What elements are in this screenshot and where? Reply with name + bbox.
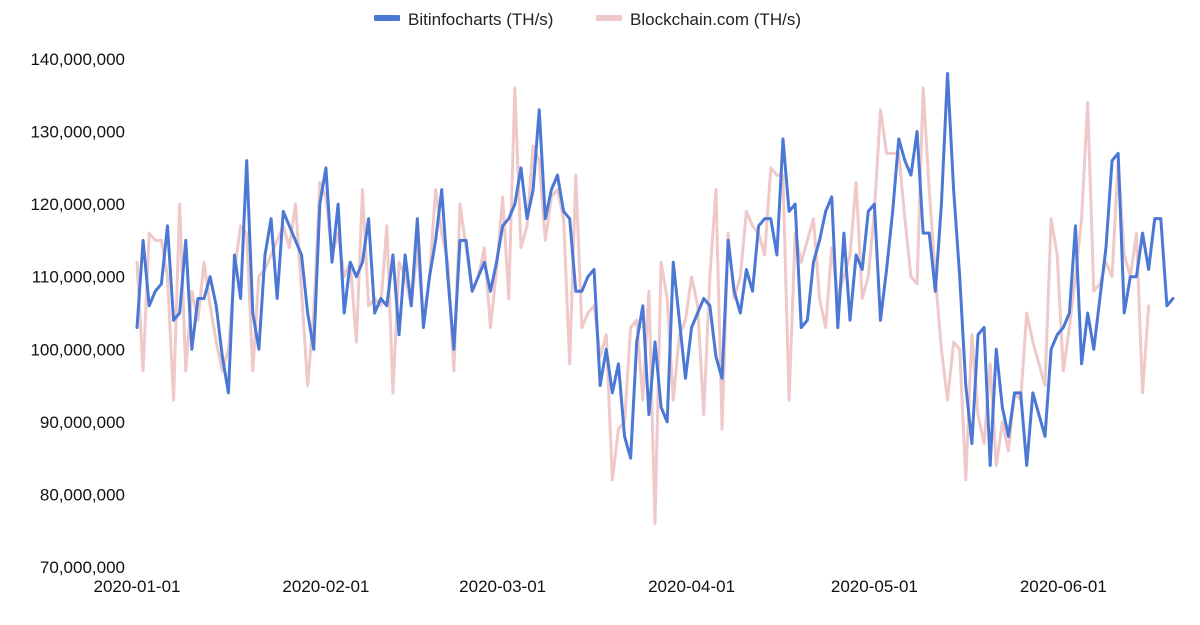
y-tick-label: 100,000,000 xyxy=(30,340,125,359)
legend: Bitinfocharts (TH/s) Blockchain.com (TH/… xyxy=(374,10,801,29)
y-tick-label: 110,000,000 xyxy=(32,268,125,287)
y-axis: 70,000,000 80,000,000 90,000,000 100,000,00… xyxy=(30,50,125,577)
x-tick-label: 2020-02-01 xyxy=(282,577,369,596)
y-tick-label: 140,000,000 xyxy=(30,50,125,69)
y-tick-label: 120,000,000 xyxy=(30,195,125,214)
y-tick-label: 90,000,000 xyxy=(40,413,125,432)
legend-swatch-bitinfocharts xyxy=(374,15,400,21)
series-line-blockchain xyxy=(135,86,1151,525)
legend-label-bitinfocharts: Bitinfocharts (TH/s) xyxy=(408,10,553,29)
y-tick-label: 70,000,000 xyxy=(40,558,125,577)
legend-item-blockchain: Blockchain.com (TH/s) xyxy=(596,10,801,29)
x-tick-label: 2020-05-01 xyxy=(831,577,918,596)
y-tick-label: 80,000,000 xyxy=(40,485,125,504)
legend-swatch-blockchain xyxy=(596,15,622,21)
legend-label-blockchain: Blockchain.com (TH/s) xyxy=(630,10,801,29)
plot-area xyxy=(135,72,1175,525)
x-tick-label: 2020-03-01 xyxy=(459,577,546,596)
x-axis: 2020-01-01 2020-02-01 2020-03-01 2020-04-01… xyxy=(94,577,1107,596)
legend-item-bitinfocharts: Bitinfocharts (TH/s) xyxy=(374,10,553,29)
x-tick-label: 2020-04-01 xyxy=(648,577,735,596)
series-line-bitinfocharts xyxy=(135,72,1175,467)
x-tick-label: 2020-01-01 xyxy=(94,577,181,596)
x-tick-label: 2020-06-01 xyxy=(1020,577,1107,596)
y-tick-label: 130,000,000 xyxy=(30,123,125,142)
